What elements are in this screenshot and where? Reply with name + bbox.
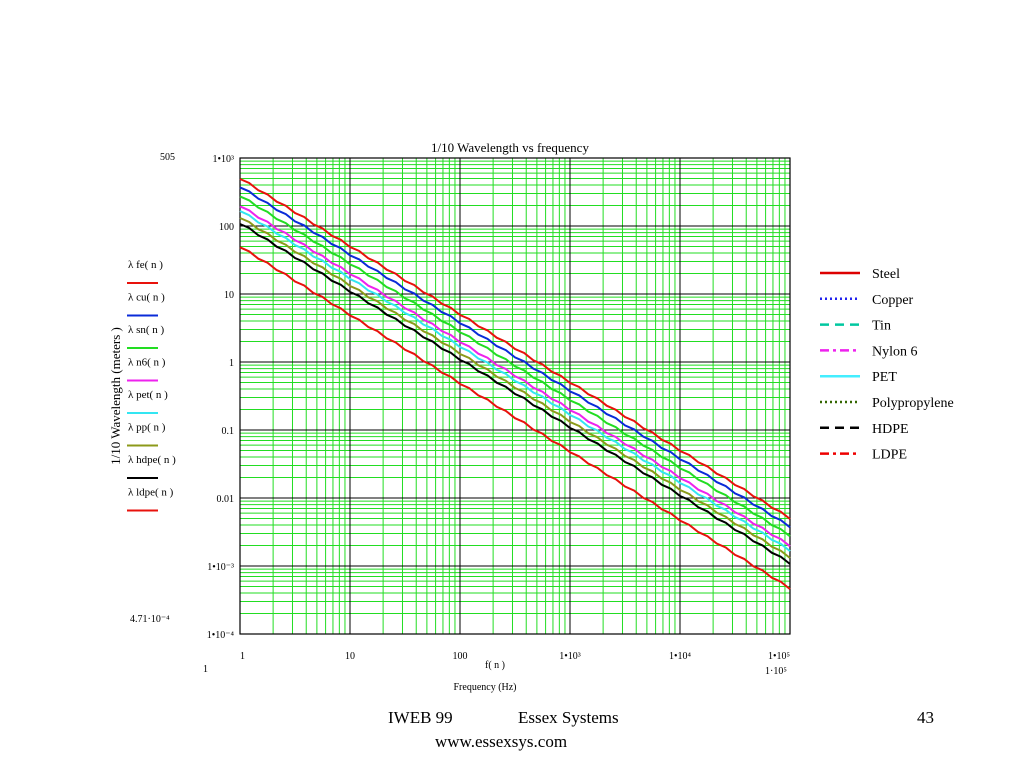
series-line-polypropylene [239, 217, 791, 559]
legend-label: LDPE [872, 448, 907, 463]
chart-title: 1/10 Wavelength vs frequency [431, 140, 589, 155]
legend-label: Nylon 6 [872, 344, 918, 359]
plot-frame [239, 157, 791, 635]
x-min-marker: 1 [203, 664, 208, 675]
y-tick-label: 10 [224, 290, 234, 301]
y-tick-label: 1•10⁻³ [207, 562, 234, 573]
series-line-nylon-6 [239, 205, 791, 548]
x-tick-label: 1•10⁵ [768, 651, 790, 662]
y-tick-label: 1•10³ [213, 154, 235, 165]
legend-label: Polypropylene [872, 396, 954, 411]
series-line-pet [239, 210, 791, 552]
series-expression-5: λ pp( n ) [128, 422, 166, 434]
series-expression-3: λ n6( n ) [128, 357, 166, 369]
y-tick-label: 1 [229, 358, 234, 369]
y-tick-label: 1•10⁻⁴ [207, 630, 235, 641]
x-variable-label: f( n ) [485, 660, 505, 671]
x-tick-label: 10 [345, 651, 355, 662]
x-tick-label: 1 [240, 651, 245, 662]
footer-page-number: 43 [917, 708, 934, 727]
footer-left: IWEB 99 [388, 708, 453, 727]
series-line-steel [239, 178, 791, 520]
x-tick-label: 1•10⁴ [669, 651, 692, 662]
series-expression-0: λ fe( n ) [128, 259, 163, 271]
y-axis-label: 1/10 Wavelength (meters ) [108, 327, 123, 465]
x-tick-label: 100 [453, 651, 468, 662]
series-line-tin [239, 195, 791, 538]
legend-label: Steel [872, 267, 900, 282]
y-max-marker: 505 [160, 152, 175, 163]
footer-url: www.essexsys.com [435, 732, 568, 751]
series-expression-2: λ sn( n ) [128, 324, 165, 336]
x-axis-label: Frequency (Hz) [453, 682, 516, 693]
legend-label: PET [872, 370, 897, 385]
series-line-copper [239, 186, 791, 529]
y-tick-label: 100 [219, 222, 234, 233]
x-tick-label: 1•10³ [559, 651, 581, 662]
series-expression-1: λ cu( n ) [128, 292, 165, 304]
series-expression-4: λ pet( n ) [128, 389, 168, 401]
series-expression-6: λ hdpe( n ) [128, 454, 176, 466]
y-tick-label: 0.1 [222, 426, 235, 437]
y-min-marker: 4.71·10⁻⁴ [130, 614, 170, 625]
legend-label: Copper [872, 293, 914, 308]
series-line-hdpe [239, 223, 791, 565]
series-expression-7: λ ldpe( n ) [128, 487, 174, 499]
footer-center: Essex Systems [518, 708, 619, 727]
x-max-marker: 1·10⁵ [765, 666, 787, 677]
series-line-ldpe [239, 246, 791, 590]
legend-label: HDPE [872, 422, 909, 437]
legend-label: Tin [872, 319, 891, 334]
y-tick-label: 0.01 [217, 494, 235, 505]
